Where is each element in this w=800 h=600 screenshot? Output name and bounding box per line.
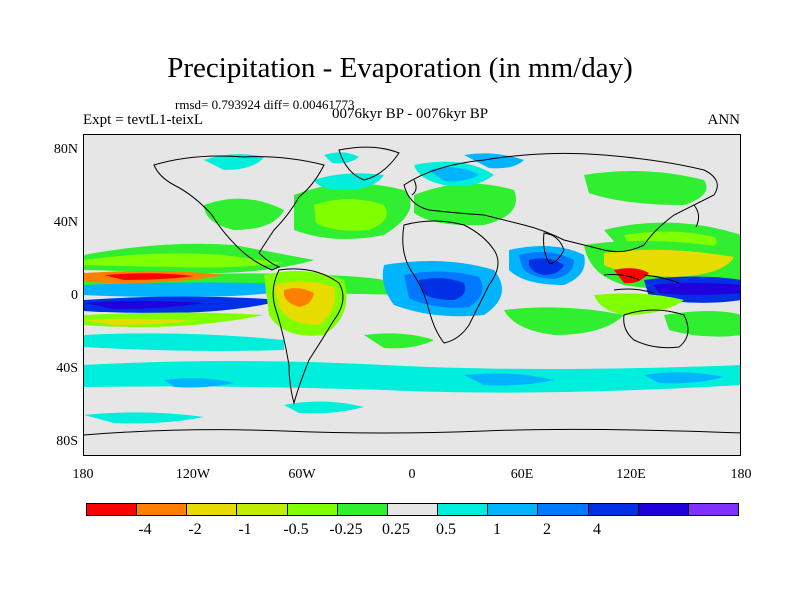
colorbar-swatch: [87, 504, 138, 515]
colorbar-swatch: [488, 504, 539, 515]
contour-fill: [664, 311, 740, 337]
contour-fill: [84, 253, 284, 268]
coastline-eurasia: [403, 152, 718, 253]
contour-fill: [654, 283, 740, 295]
precip-evap-field: [84, 146, 740, 436]
colorbar-swatch: [438, 504, 489, 515]
contour-fill: [84, 301, 204, 309]
contour-fill: [104, 273, 194, 280]
contour-fill: [84, 412, 204, 424]
contour-fill: [414, 183, 516, 226]
contour-fill: [164, 378, 234, 388]
lon-label: 0: [408, 467, 416, 482]
statistics-line: rmsd= 0.793924 diff= 0.00461773: [175, 97, 355, 112]
coastline-uk: [411, 179, 417, 196]
colorbar-label: 1: [493, 521, 501, 538]
contour-fill: [504, 307, 624, 335]
contour-fill: [644, 372, 724, 384]
coastline-indonesia: [603, 274, 680, 294]
contour-fill: [84, 333, 284, 351]
coastline-antarctica: [84, 428, 740, 436]
contour-fill: [314, 199, 387, 231]
colorbar-swatch: [588, 504, 639, 515]
period-label: 0076kyr BP - 0076kyr BP: [331, 106, 489, 122]
lat-label: 0: [71, 288, 78, 303]
coastline-japan: [693, 204, 700, 228]
colorbar-swatch: [287, 504, 338, 515]
colorbar-label: 0.25: [382, 521, 410, 538]
coastline-greenland: [338, 146, 400, 181]
coastline-south-america: [272, 268, 344, 405]
contour-fill: [419, 278, 466, 300]
contour-fill: [429, 167, 479, 182]
coastline-group: [84, 146, 740, 436]
colorbar-label: -4: [138, 521, 152, 538]
lat-label: 80S: [56, 434, 78, 449]
lon-label: 120E: [616, 467, 646, 482]
colorbar-label: 0.5: [436, 521, 456, 538]
colorbar-label: 2: [543, 521, 551, 538]
contour-fill: [84, 318, 194, 325]
contour-fill: [364, 333, 434, 349]
map-title: Precipitation - Evaporation (in mm/day): [167, 52, 633, 84]
lat-label: 80N: [53, 142, 78, 157]
contour-fill: [314, 173, 384, 190]
colorbar-label: 4: [593, 521, 601, 538]
map-panel: [83, 134, 741, 456]
colorbar-label: -2: [188, 521, 202, 538]
lon-label: 180: [72, 467, 94, 482]
colorbar-swatch: [688, 504, 739, 515]
contour-fill: [204, 154, 264, 170]
colorbar-label: -0.5: [283, 521, 309, 538]
contour-fill: [284, 288, 314, 307]
contour-fill: [594, 293, 684, 315]
colorbar-swatch: [337, 504, 388, 515]
colorbar-swatch: [387, 504, 439, 515]
lon-label: 120W: [175, 467, 211, 482]
colorbar-label: -0.25: [329, 521, 363, 538]
coastline-australia: [623, 309, 689, 349]
colorbar-swatch: [538, 504, 589, 515]
contour-fill: [284, 401, 364, 414]
contour-fill: [584, 171, 707, 205]
contour-fill: [464, 373, 554, 386]
coastline-africa: [402, 220, 499, 344]
lat-label: 40S: [56, 361, 78, 376]
colorbar-swatch: [638, 504, 689, 515]
contour-fill: [529, 258, 564, 275]
colorbar-label: -1: [238, 521, 252, 538]
lat-label: 40N: [53, 215, 78, 230]
contour-fill: [84, 282, 314, 297]
contour-fill: [614, 268, 649, 284]
coastline-india: [543, 232, 565, 264]
colorbar: [86, 503, 739, 516]
contour-fill: [204, 198, 284, 230]
contour-fill: [464, 153, 524, 169]
lon-label: 180: [730, 467, 752, 482]
season-label: ANN: [707, 112, 741, 128]
colorbar-swatch: [237, 504, 288, 515]
contour-fill: [84, 361, 740, 393]
coastline-north-america: [153, 155, 325, 271]
lon-label: 60E: [510, 467, 534, 482]
colorbar-swatch: [137, 504, 188, 515]
experiment-label: Expt = tevtL1-teixL: [83, 112, 204, 128]
lon-label: 60W: [288, 467, 316, 482]
colorbar-swatch: [187, 504, 238, 515]
